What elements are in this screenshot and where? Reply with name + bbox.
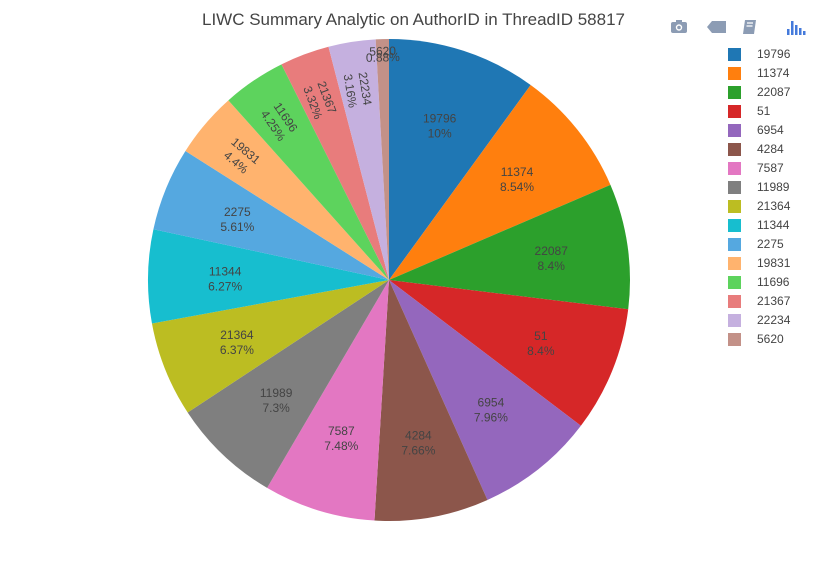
legend-swatch bbox=[728, 124, 741, 137]
slice-label-6954: 6954 7.96% bbox=[474, 396, 508, 425]
slice-label-51: 51 8.4% bbox=[527, 329, 555, 358]
pie-slice-2275[interactable] bbox=[153, 150, 389, 280]
slice-label-11374: 11374 8.54% bbox=[500, 165, 534, 194]
slice-label-19796: 19796 10% bbox=[423, 111, 457, 140]
tag-icon[interactable] bbox=[704, 16, 728, 38]
pie-slices bbox=[148, 39, 630, 521]
legend-item-19796[interactable]: 19796 bbox=[728, 46, 823, 62]
legend-label: 22234 bbox=[757, 313, 791, 327]
pie-slice-11374[interactable] bbox=[389, 85, 611, 280]
legend-swatch bbox=[728, 295, 741, 308]
pie-slice-5620[interactable] bbox=[375, 39, 389, 280]
book-icon[interactable] bbox=[739, 16, 763, 38]
pie-slice-19831[interactable] bbox=[185, 100, 389, 280]
legend-swatch bbox=[728, 143, 741, 156]
legend-item-4284[interactable]: 4284 bbox=[728, 141, 823, 157]
slice-label-21364: 21364 6.37% bbox=[220, 328, 254, 357]
legend-item-19831[interactable]: 19831 bbox=[728, 255, 823, 271]
legend-swatch bbox=[728, 219, 741, 232]
pie-slice-6954[interactable] bbox=[389, 280, 581, 500]
slice-label-5620: 56200.88% bbox=[365, 44, 400, 65]
legend-swatch bbox=[728, 162, 741, 175]
legend-label: 21367 bbox=[757, 294, 791, 308]
legend-item-11344[interactable]: 11344 bbox=[728, 217, 823, 233]
pie-slice-22087[interactable] bbox=[389, 184, 630, 310]
legend-label: 22087 bbox=[757, 85, 791, 99]
legend-label: 11696 bbox=[757, 275, 790, 289]
legend-label: 6954 bbox=[757, 123, 784, 137]
slice-label-22234: 222343.16% bbox=[341, 71, 375, 109]
legend-swatch bbox=[728, 200, 741, 213]
legend-item-21367[interactable]: 21367 bbox=[728, 293, 823, 309]
legend-item-6954[interactable]: 6954 bbox=[728, 122, 823, 138]
legend-swatch bbox=[728, 86, 741, 99]
legend-label: 11374 bbox=[757, 66, 790, 80]
pie-slice-4284[interactable] bbox=[374, 280, 488, 521]
legend-item-11374[interactable]: 11374 bbox=[728, 65, 823, 81]
legend-swatch bbox=[728, 314, 741, 327]
legend-swatch bbox=[728, 276, 741, 289]
pie-slice-21367[interactable] bbox=[281, 46, 389, 281]
slice-label-7587: 7587 7.48% bbox=[324, 424, 358, 453]
legend-item-11696[interactable]: 11696 bbox=[728, 274, 823, 290]
pie-slice-21364[interactable] bbox=[151, 280, 389, 413]
pie-slice-11696[interactable] bbox=[228, 64, 389, 280]
legend-label: 19831 bbox=[757, 256, 791, 270]
pie-slice-11989[interactable] bbox=[187, 280, 389, 488]
legend-item-11989[interactable]: 11989 bbox=[728, 179, 823, 195]
legend-label: 4284 bbox=[757, 142, 784, 156]
slice-label-4284: 4284 7.66% bbox=[401, 428, 435, 457]
legend-swatch bbox=[728, 238, 741, 251]
legend-label: 21364 bbox=[757, 199, 791, 213]
legend-swatch bbox=[728, 333, 741, 346]
legend-item-5620[interactable]: 5620 bbox=[728, 331, 823, 347]
legend-swatch bbox=[728, 67, 741, 80]
pie-slice-11344[interactable] bbox=[148, 229, 389, 324]
legend-label: 11344 bbox=[757, 218, 790, 232]
legend-label: 19796 bbox=[757, 47, 791, 61]
legend-label: 11989 bbox=[757, 180, 790, 194]
legend-item-22087[interactable]: 22087 bbox=[728, 84, 823, 100]
legend-item-2275[interactable]: 2275 bbox=[728, 236, 823, 252]
legend-swatch bbox=[728, 48, 741, 61]
pie-slice-51[interactable] bbox=[389, 280, 629, 426]
legend-label: 51 bbox=[757, 104, 771, 118]
legend-swatch bbox=[728, 105, 741, 118]
legend-label: 7587 bbox=[757, 161, 784, 175]
legend-item-7587[interactable]: 7587 bbox=[728, 160, 823, 176]
slice-label-22087: 22087 8.4% bbox=[535, 244, 569, 273]
chart-title: LIWC Summary Analytic on AuthorID in Thr… bbox=[202, 10, 625, 29]
slice-label-11344: 11344 6.27% bbox=[208, 265, 242, 294]
camera-icon[interactable] bbox=[668, 16, 692, 38]
slice-label-2275: 2275 5.61% bbox=[220, 205, 254, 234]
legend-swatch bbox=[728, 257, 741, 270]
legend-label: 5620 bbox=[757, 332, 784, 346]
legend-item-21364[interactable]: 21364 bbox=[728, 198, 823, 214]
legend-item-22234[interactable]: 22234 bbox=[728, 312, 823, 328]
pie-slice-22234[interactable] bbox=[328, 39, 389, 280]
slice-label-11989: 11989 7.3% bbox=[260, 386, 293, 415]
pie-slice-19796[interactable] bbox=[389, 39, 531, 280]
legend-item-51[interactable]: 51 bbox=[728, 103, 823, 119]
pie-slice-7587[interactable] bbox=[267, 280, 389, 521]
legend-swatch bbox=[728, 181, 741, 194]
legend-label: 2275 bbox=[757, 237, 784, 251]
plotly-logo-icon[interactable] bbox=[784, 16, 808, 38]
